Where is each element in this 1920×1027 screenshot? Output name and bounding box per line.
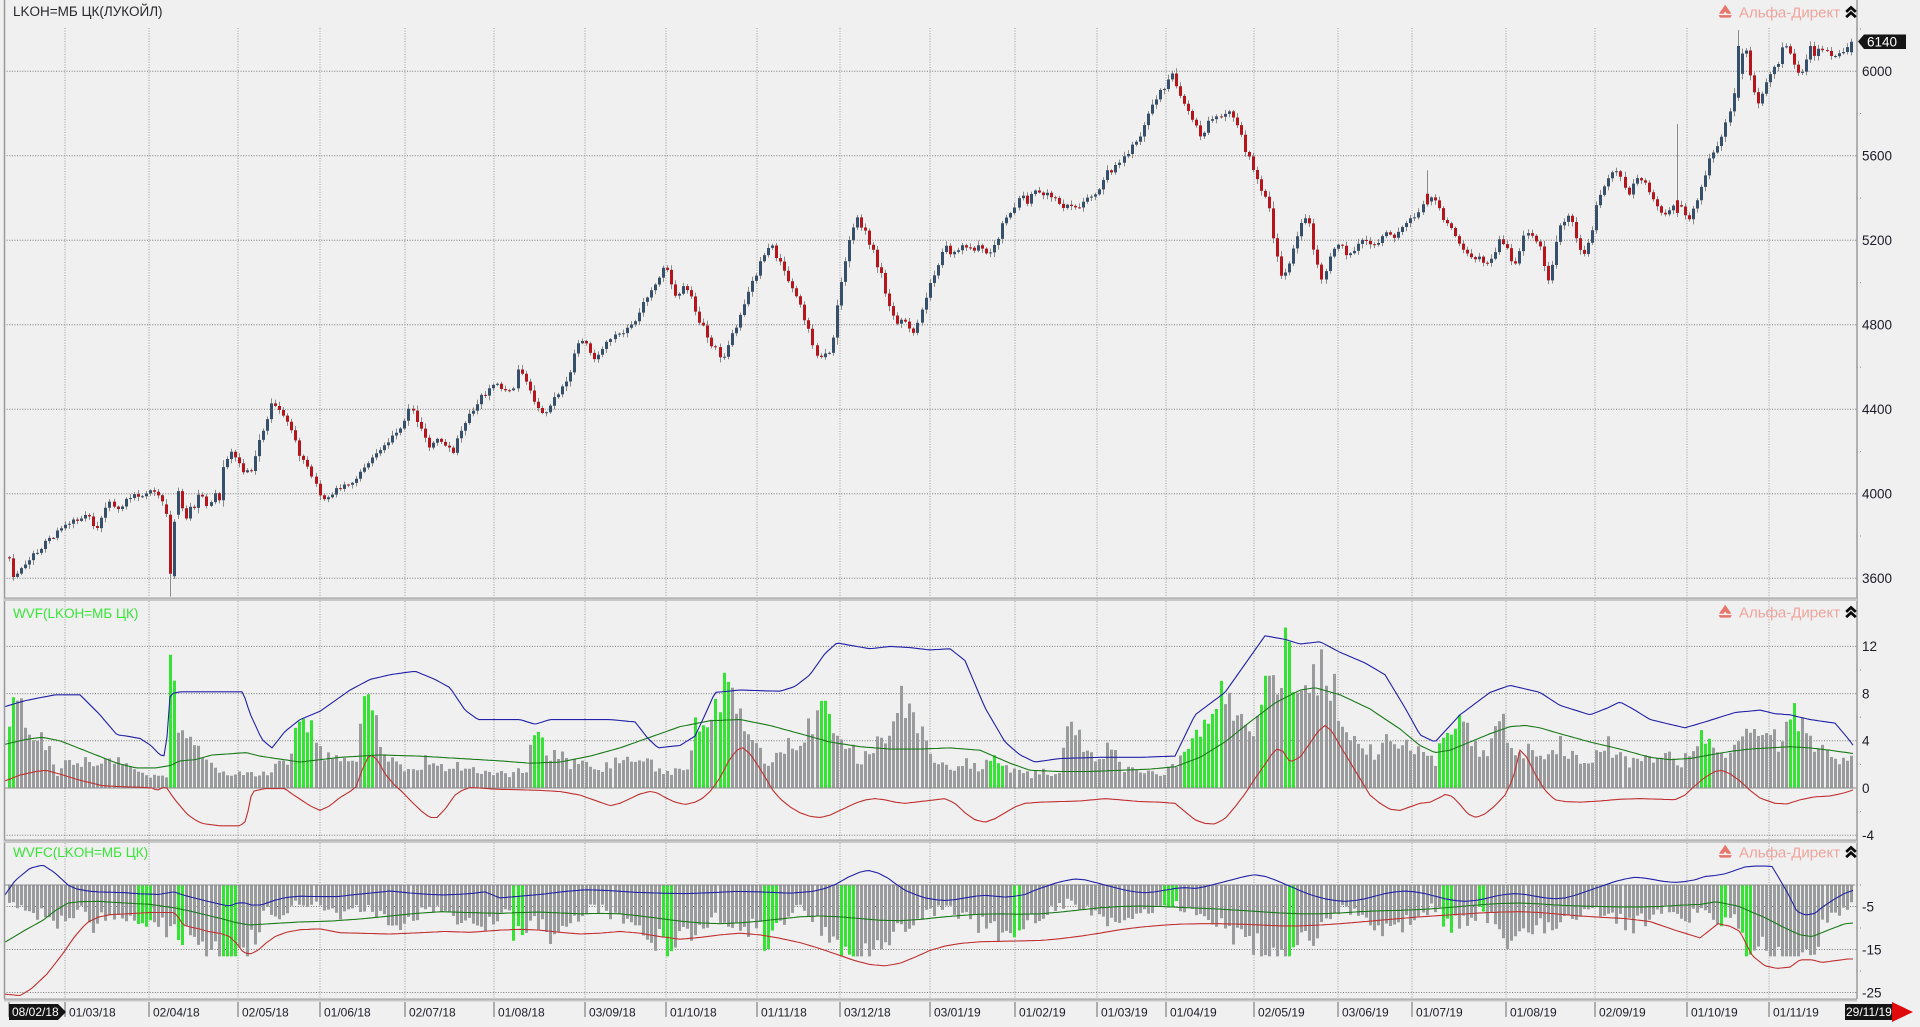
- svg-text:01/02/19: 01/02/19: [1019, 1006, 1066, 1020]
- svg-text:02/09/19: 02/09/19: [1599, 1006, 1646, 1020]
- svg-text:01/10/19: 01/10/19: [1691, 1006, 1738, 1020]
- svg-text:4: 4: [1862, 734, 1870, 749]
- svg-text:02/04/18: 02/04/18: [153, 1006, 200, 1020]
- svg-text:12: 12: [1862, 639, 1877, 654]
- svg-text:-15: -15: [1862, 942, 1882, 957]
- svg-text:-25: -25: [1862, 985, 1882, 1000]
- svg-text:3600: 3600: [1862, 571, 1892, 586]
- svg-text:Альфа-Директ: Альфа-Директ: [1739, 605, 1840, 622]
- svg-text:Альфа-Директ: Альфа-Директ: [1739, 845, 1840, 862]
- svg-text:WVFC(LKOH=МБ ЦК): WVFC(LKOH=МБ ЦК): [13, 845, 148, 860]
- svg-text:01/11/19: 01/11/19: [1773, 1006, 1819, 1020]
- svg-text:01/03/18: 01/03/18: [69, 1006, 116, 1020]
- svg-text:WVF(LKOH=МБ ЦК): WVF(LKOH=МБ ЦК): [13, 606, 138, 621]
- svg-text:-4: -4: [1862, 828, 1874, 843]
- svg-text:01/08/19: 01/08/19: [1510, 1006, 1557, 1020]
- svg-text:03/09/18: 03/09/18: [589, 1006, 636, 1020]
- svg-text:6000: 6000: [1862, 64, 1892, 79]
- svg-text:4800: 4800: [1862, 318, 1892, 333]
- svg-text:6140: 6140: [1867, 35, 1897, 50]
- svg-text:03/06/19: 03/06/19: [1342, 1006, 1389, 1020]
- svg-text:-5: -5: [1862, 899, 1874, 914]
- svg-text:0: 0: [1862, 781, 1870, 796]
- svg-text:01/04/19: 01/04/19: [1170, 1006, 1217, 1020]
- svg-text:01/11/18: 01/11/18: [761, 1006, 807, 1020]
- svg-text:01/08/18: 01/08/18: [498, 1006, 545, 1020]
- svg-text:4400: 4400: [1862, 402, 1892, 417]
- svg-text:02/05/18: 02/05/18: [242, 1006, 289, 1020]
- svg-text:01/03/19: 01/03/19: [1101, 1006, 1148, 1020]
- svg-text:5200: 5200: [1862, 233, 1892, 248]
- svg-text:03/12/18: 03/12/18: [844, 1006, 891, 1020]
- svg-text:LKOH=МБ ЦК(ЛУКОЙЛ): LKOH=МБ ЦК(ЛУКОЙЛ): [13, 4, 163, 19]
- svg-text:02/07/18: 02/07/18: [409, 1006, 456, 1020]
- svg-text:5600: 5600: [1862, 149, 1892, 164]
- svg-text:4000: 4000: [1862, 487, 1892, 502]
- svg-text:02/05/19: 02/05/19: [1258, 1006, 1305, 1020]
- svg-text:08/02/18: 08/02/18: [12, 1005, 59, 1019]
- svg-text:29/11/19: 29/11/19: [1846, 1005, 1892, 1019]
- svg-text:01/10/18: 01/10/18: [670, 1006, 717, 1020]
- svg-text:8: 8: [1862, 686, 1870, 701]
- svg-text:01/07/19: 01/07/19: [1416, 1006, 1463, 1020]
- svg-text:03/01/19: 03/01/19: [934, 1006, 981, 1020]
- svg-text:Альфа-Директ: Альфа-Директ: [1739, 5, 1840, 22]
- svg-text:01/06/18: 01/06/18: [324, 1006, 371, 1020]
